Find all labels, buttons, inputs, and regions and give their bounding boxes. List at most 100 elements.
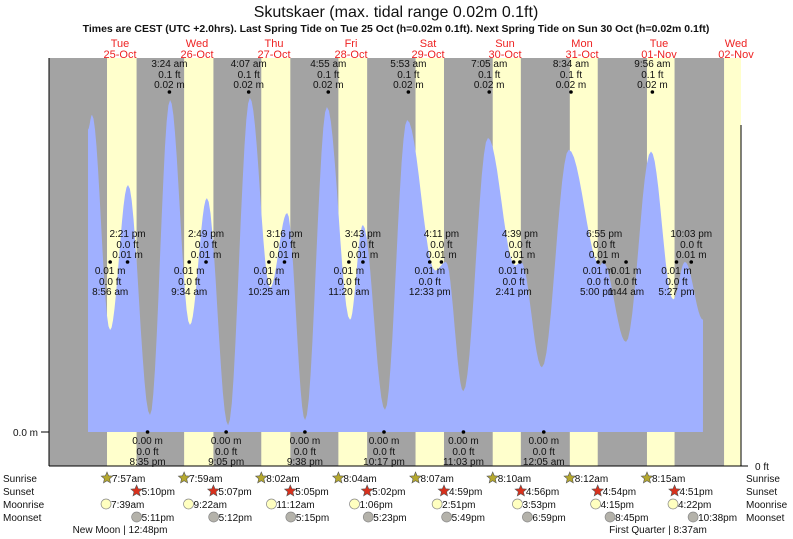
- moonrise-moon-icon: [431, 498, 443, 510]
- tide-point: [650, 90, 655, 94]
- tide-extreme-high: 3:24 am0.1 ft0.02 m: [151, 59, 187, 94]
- tide-m-label: 0.01 m: [254, 266, 285, 277]
- sunset-star-icon: [591, 484, 605, 497]
- tide-m-label: 0.01 m: [589, 250, 620, 261]
- daylight-band: [724, 58, 741, 466]
- sunset-row-label-right: Sunset: [746, 487, 777, 498]
- moonset-row-label-right: Moonset: [746, 513, 785, 524]
- moonrise-row-label-right: Moonrise: [746, 500, 788, 511]
- tide-extreme-high: 4:07 am0.1 ft0.02 m: [231, 59, 267, 94]
- tide-ft-label: 0.0 ft: [373, 447, 395, 458]
- tide-point: [461, 430, 466, 434]
- tide-extreme-high: 10:03 pm0.0 ft0.01 m: [670, 229, 712, 264]
- tide-time-label: 5:53 am: [390, 59, 426, 70]
- sunrise-time: 8:15am: [652, 474, 685, 485]
- moonrise-time: 9:22am: [194, 500, 227, 511]
- tide-point: [624, 260, 628, 264]
- tide-time-label: 5:00 pm: [580, 287, 616, 298]
- tide-time-label: 12:05 am: [523, 457, 565, 468]
- tide-time-label: 3:16 pm: [266, 229, 302, 240]
- day-date-label: 01-Nov: [641, 49, 677, 61]
- tide-curve: [88, 97, 703, 433]
- tide-point: [439, 260, 444, 264]
- moonrise-time: 4:22pm: [678, 500, 711, 511]
- moonset-moon-icon: [522, 511, 533, 523]
- tide-point: [406, 90, 411, 94]
- moon-phase-label: First Quarter | 8:37am: [609, 525, 707, 536]
- tide-time-label: 4:07 am: [231, 59, 267, 70]
- tide-m-label: 0.01 m: [583, 266, 614, 277]
- tide-extreme-high: 2:49 pm0.0 ft0.01 m: [188, 229, 224, 264]
- tide-point: [487, 90, 492, 94]
- day-name-label: Wed: [725, 38, 747, 50]
- day-date-label: 28-Oct: [334, 49, 367, 61]
- moonset-row-label: Moonset: [3, 513, 42, 524]
- sunrise-star-icon: [100, 471, 114, 484]
- moonrise-moon-icon: [349, 498, 360, 510]
- sunset-time: 5:05pm: [295, 487, 328, 498]
- tide-time-label: 2:41 pm: [496, 287, 532, 298]
- tide-extreme-low: 0.01 m0.0 ft5:27 pm: [658, 260, 695, 298]
- sunset-star-icon: [668, 484, 682, 497]
- tide-time-label: 1:44 am: [608, 287, 644, 298]
- tide-time-label: 11:03 pm: [443, 457, 484, 468]
- tide-ft-label: 0.0 ft: [99, 277, 121, 288]
- day-name-label: Fri: [345, 38, 358, 50]
- tide-m-label: 0.01 m: [414, 266, 445, 277]
- tide-extreme-low: 0.00 m0.0 ft9:05 pm: [208, 430, 244, 468]
- moonset-time: 6:59pm: [532, 513, 565, 524]
- moonset-time: 5:11pm: [142, 513, 175, 524]
- tide-point: [361, 260, 365, 264]
- moonset-moon-icon: [208, 511, 220, 523]
- tide-point: [347, 260, 351, 264]
- tide-ft-label: 0.1 ft: [238, 70, 260, 81]
- tide-point: [674, 260, 679, 264]
- tide-extreme-low: 0.01 m0.0 ft9:34 am: [171, 260, 207, 298]
- tide-m-label: 0.01 m: [505, 250, 536, 261]
- tide-ft-label: 0.0 ft: [178, 277, 200, 288]
- tide-m-label: 0.00 m: [211, 436, 242, 447]
- tide-m-label: 0.02 m: [313, 80, 344, 91]
- day-date-label: 30-Oct: [488, 49, 521, 61]
- tide-point: [427, 260, 432, 264]
- tide-extreme-high: 5:53 am0.1 ft0.02 m: [390, 59, 426, 94]
- tide-time-label: 4:11 pm: [424, 229, 459, 240]
- tide-ft-label: 0.0 ft: [509, 240, 531, 251]
- tide-m-label: 0.01 m: [676, 250, 707, 261]
- tide-extreme-high: 7:05 am0.1 ft0.02 m: [471, 59, 507, 94]
- tide-point: [167, 90, 172, 94]
- tide-time-label: 11:20 am: [328, 287, 369, 298]
- tide-ft-label: 0.0 ft: [195, 240, 217, 251]
- tide-time-label: 9:56 am: [634, 59, 670, 70]
- tide-m-label: 0.00 m: [448, 436, 479, 447]
- sunset-time: 5:10pm: [142, 487, 175, 498]
- tide-m-label: 0.01 m: [348, 250, 379, 261]
- tide-m-label: 0.01 m: [112, 250, 143, 261]
- sunset-star-icon: [437, 484, 451, 497]
- tide-point: [541, 430, 546, 434]
- tide-extreme-high: 3:16 pm0.0 ft0.01 m: [266, 229, 303, 264]
- tide-ft-label: 0.0 ft: [294, 447, 316, 458]
- tide-m-label: 0.02 m: [154, 80, 185, 91]
- tide-extreme-low: 0.00 m0.0 ft8:35 pm: [129, 430, 166, 468]
- tide-point: [187, 260, 191, 264]
- tide-time-label: 2:21 pm: [109, 229, 145, 240]
- day-date-label: 29-Oct: [411, 49, 444, 61]
- tide-ft-label: 0.0 ft: [116, 240, 138, 251]
- tide-extreme-high: 8:34 am0.1 ft0.02 m: [553, 59, 589, 94]
- moonrise-time: 3:53pm: [522, 500, 555, 511]
- moonrise-row-label: Moonrise: [3, 500, 45, 511]
- tide-ft-label: 0.1 ft: [641, 70, 663, 81]
- moonset-time: 10:38pm: [698, 513, 737, 524]
- tide-extreme-high: 2:21 pm0.0 ft0.01 m: [109, 229, 146, 264]
- tide-ft-label: 0.0 ft: [587, 277, 609, 288]
- tide-m-label: 0.00 m: [132, 436, 163, 447]
- moonset-moon-icon: [131, 511, 142, 523]
- chart-title: Skutskaer (max. tidal range 0.02m 0.1ft): [254, 4, 539, 21]
- sunrise-row-label: Sunrise: [3, 474, 37, 485]
- moonset-moon-icon: [362, 511, 374, 523]
- tide-ft-label: 0.0 ft: [680, 240, 702, 251]
